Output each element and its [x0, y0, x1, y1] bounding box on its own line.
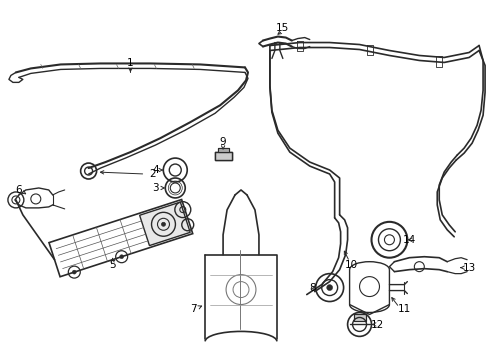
Text: 3: 3	[152, 183, 158, 193]
Text: 12: 12	[370, 320, 384, 330]
Text: 14: 14	[402, 235, 415, 245]
Polygon shape	[215, 152, 232, 160]
Circle shape	[326, 285, 332, 291]
Text: 6: 6	[16, 185, 22, 195]
Text: 11: 11	[397, 305, 410, 315]
Circle shape	[120, 255, 123, 259]
Text: 4: 4	[152, 165, 158, 175]
Text: 2: 2	[149, 169, 155, 179]
Text: 1: 1	[127, 58, 134, 68]
Polygon shape	[353, 315, 365, 321]
Polygon shape	[218, 148, 228, 152]
Text: 5: 5	[109, 260, 116, 270]
Text: 10: 10	[345, 260, 357, 270]
Circle shape	[161, 222, 165, 226]
Text: 7: 7	[189, 305, 196, 315]
Text: 9: 9	[219, 137, 226, 147]
Text: 8: 8	[309, 283, 315, 293]
Circle shape	[72, 270, 76, 274]
Text: 13: 13	[462, 263, 475, 273]
Polygon shape	[140, 202, 190, 246]
Text: 15: 15	[276, 23, 289, 33]
